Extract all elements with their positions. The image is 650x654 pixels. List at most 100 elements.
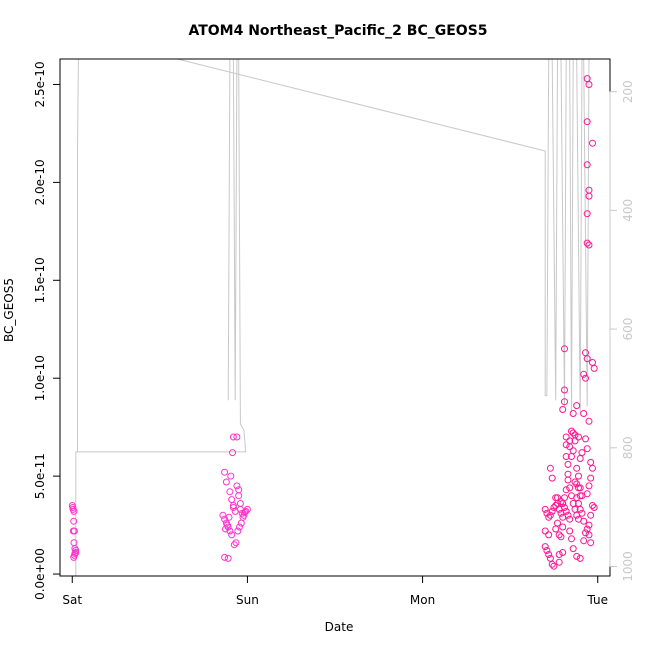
data-point — [233, 433, 241, 441]
data-point — [580, 410, 588, 417]
y-tick-label: 1.0e-10 — [33, 355, 47, 401]
data-point — [229, 504, 237, 511]
data-point — [573, 494, 581, 502]
data-point — [559, 500, 567, 507]
data-point — [585, 192, 593, 200]
data-point — [548, 474, 556, 482]
data-point — [590, 364, 598, 372]
data-point — [575, 484, 582, 492]
pressure-line-sun — [77, 59, 247, 453]
y2-tick-label: 200 — [621, 80, 635, 103]
data-point — [559, 406, 567, 413]
data-point — [70, 507, 78, 515]
data-point — [573, 402, 581, 410]
x-tick-label: Sat — [62, 593, 82, 607]
data-point — [569, 545, 577, 553]
y2-tick-label: 600 — [621, 318, 635, 341]
data-point — [546, 554, 554, 562]
data-point — [225, 513, 233, 521]
data-point — [219, 511, 227, 519]
data-point — [573, 552, 581, 560]
data-point — [562, 507, 570, 515]
data-point — [583, 75, 591, 83]
data-point — [583, 490, 591, 498]
data-point — [585, 241, 593, 249]
data-point — [573, 464, 581, 472]
data-point — [573, 480, 581, 488]
data-point — [587, 511, 595, 519]
data-point — [229, 449, 236, 457]
data-point — [585, 417, 593, 425]
data-point — [583, 118, 591, 126]
x-tick-label: Sun — [236, 593, 259, 607]
data-point — [236, 505, 244, 513]
data-point — [580, 517, 588, 525]
data-point — [221, 553, 229, 561]
data-point — [568, 427, 575, 435]
data-point — [566, 527, 574, 535]
data-point — [555, 531, 563, 539]
data-point — [546, 464, 554, 472]
data-point — [236, 523, 243, 531]
data-point — [70, 527, 78, 535]
x-axis-label: Date — [325, 620, 354, 634]
data-point — [566, 437, 574, 445]
axes-layer: Sat Sun Mon Tue 0.0e+00 5.0e-11 1.0e-10 1.5e-10… — [33, 58, 635, 607]
data-point — [587, 474, 595, 482]
data-point — [585, 531, 593, 539]
pressure-line-layer — [75, 59, 593, 576]
data-points-layer — [68, 75, 598, 570]
data-point — [587, 539, 595, 547]
data-point — [561, 504, 568, 511]
data-point — [541, 505, 549, 513]
data-point — [69, 504, 77, 511]
data-point — [564, 511, 572, 519]
data-point — [545, 513, 553, 521]
data-point — [589, 502, 596, 509]
data-point — [562, 453, 570, 460]
data-point — [227, 472, 235, 480]
data-point — [228, 496, 236, 504]
data-point — [575, 433, 582, 441]
data-point — [223, 521, 231, 529]
data-point — [233, 482, 241, 490]
data-point — [235, 486, 243, 494]
data-point — [589, 464, 596, 472]
data-point — [583, 210, 591, 218]
data-point — [578, 449, 586, 457]
data-point — [552, 502, 560, 509]
x-tick-label: Mon — [410, 593, 435, 607]
data-point — [224, 554, 232, 562]
y2-tick-label: 800 — [621, 436, 635, 459]
data-point — [583, 445, 591, 453]
data-point — [235, 492, 243, 500]
data-point — [569, 447, 577, 455]
data-point — [555, 558, 563, 566]
data-point — [585, 482, 593, 490]
data-point — [583, 161, 591, 169]
data-point — [222, 525, 229, 533]
data-point — [222, 478, 230, 486]
data-point — [554, 519, 561, 527]
pressure-line — [75, 59, 593, 576]
data-point — [552, 525, 560, 533]
data-point — [555, 551, 563, 558]
data-point — [564, 476, 572, 484]
y-tick-label: 2.0e-10 — [33, 159, 47, 205]
data-point — [541, 543, 549, 551]
data-point — [236, 500, 244, 507]
data-point — [545, 551, 553, 558]
data-point — [237, 519, 245, 527]
data-point — [230, 541, 238, 549]
data-point — [557, 498, 565, 506]
data-point — [576, 505, 584, 513]
data-point — [72, 549, 80, 556]
data-point — [582, 349, 589, 357]
data-point — [569, 429, 577, 437]
data-point — [557, 533, 565, 541]
data-point — [546, 511, 554, 519]
y-axis-label: BC_GEOS5 — [2, 278, 16, 342]
data-point — [221, 515, 229, 523]
